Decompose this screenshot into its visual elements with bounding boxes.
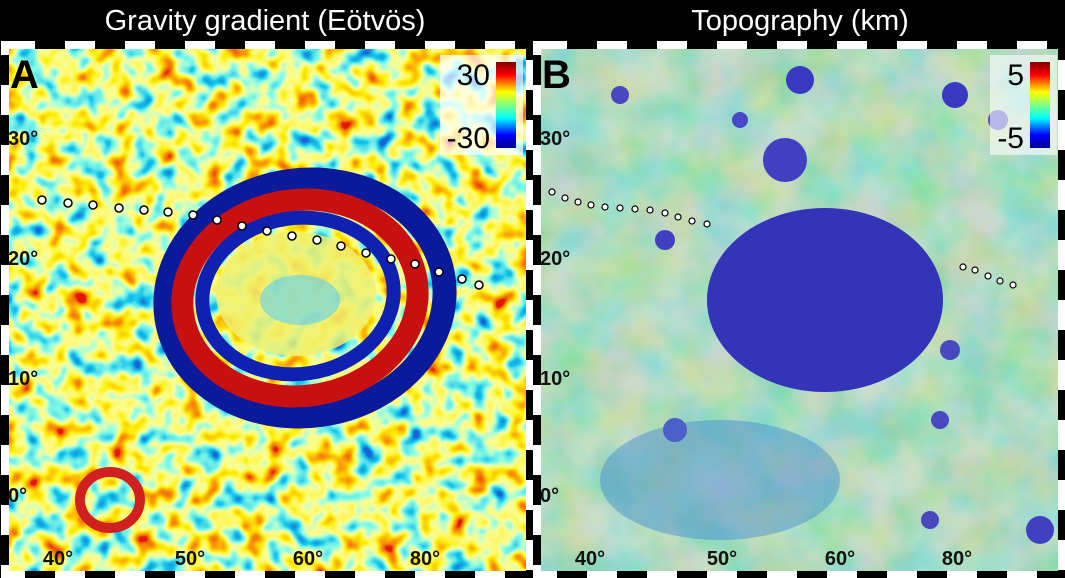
- frame: [533, 41, 1065, 578]
- panel-label: B: [542, 53, 571, 97]
- profile-point: [37, 195, 47, 205]
- colorbar-max: 30: [457, 59, 490, 92]
- profile-point: [587, 201, 595, 209]
- colorbar-min: -30: [447, 122, 490, 155]
- profile-point: [984, 272, 992, 280]
- lon-label: 40°: [43, 548, 73, 570]
- lon-label: 80°: [410, 548, 440, 570]
- profile-point: [212, 215, 222, 225]
- lon-label: 60°: [293, 548, 323, 570]
- colorbar: [1030, 62, 1050, 148]
- lat-label: 20°: [8, 248, 38, 270]
- profile-point: [434, 267, 444, 277]
- profile-point: [601, 203, 609, 211]
- profile-point: [971, 266, 979, 274]
- colorbar: [496, 62, 516, 148]
- lat-label: 10°: [540, 368, 570, 390]
- profile-point: [631, 205, 639, 213]
- profile-point: [703, 220, 711, 228]
- profile-point: [139, 205, 149, 215]
- profile-point: [548, 188, 556, 196]
- lon-label: 50°: [175, 548, 205, 570]
- colorbar-min: -5: [997, 122, 1024, 155]
- lon-label: 40°: [575, 548, 605, 570]
- panel-title: Topography (km): [691, 5, 909, 37]
- profile-point: [312, 235, 322, 245]
- profile-point: [63, 198, 73, 208]
- panel-title: Gravity gradient (Eötvös): [105, 5, 426, 37]
- profile-point: [959, 263, 967, 271]
- profile-point: [474, 280, 484, 290]
- profile-point: [237, 221, 247, 231]
- lat-label: 20°: [540, 248, 570, 270]
- profile-point: [88, 200, 98, 210]
- profile-point: [616, 204, 624, 212]
- panel-label: A: [10, 53, 39, 97]
- profile-point: [163, 207, 173, 217]
- frame: [1, 41, 534, 578]
- profile-point: [114, 203, 124, 213]
- profile-point: [262, 226, 272, 236]
- lon-label: 80°: [942, 548, 972, 570]
- profile-point: [457, 274, 467, 284]
- profile-point: [287, 231, 297, 241]
- profile-point: [188, 210, 198, 220]
- lat-label: 30°: [8, 128, 38, 150]
- profile-point: [661, 209, 669, 217]
- profile-point: [574, 198, 582, 206]
- profile-point: [336, 241, 346, 251]
- colorbar-max: 5: [1007, 59, 1024, 92]
- lat-label: 0°: [540, 485, 559, 507]
- annotations: 30° 20° 10° 0° 40° 50° 60° 80° 30° 20° 10° 0° 40° 50°…: [8, 128, 1017, 570]
- profile-point: [386, 254, 396, 264]
- topography-map: [537, 45, 1062, 575]
- lat-label: 10°: [8, 368, 38, 390]
- profile-point: [410, 259, 420, 269]
- profile-point: [561, 194, 569, 202]
- profile-point: [646, 206, 654, 214]
- profile-point: [688, 217, 696, 225]
- profile-point: [1009, 281, 1017, 289]
- lat-label: 0°: [8, 485, 27, 507]
- profile-point: [361, 248, 371, 258]
- lat-label: 30°: [540, 128, 570, 150]
- profile-point: [674, 213, 682, 221]
- lon-label: 60°: [825, 548, 855, 570]
- lon-label: 50°: [707, 548, 737, 570]
- profile-point: [996, 277, 1004, 285]
